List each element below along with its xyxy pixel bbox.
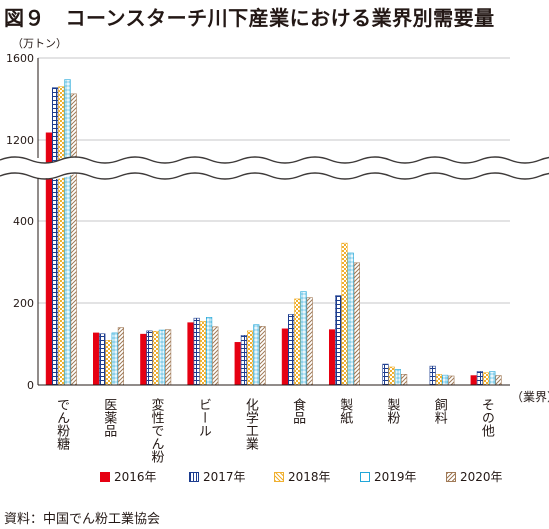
bar-2-0: [140, 333, 147, 386]
bar-3-4: [212, 326, 219, 386]
legend-label: 2019年: [374, 470, 417, 484]
bar-5-2: [294, 298, 301, 386]
x-category-label: 飼料: [432, 398, 448, 424]
bar-4-3: [253, 324, 260, 386]
legend-item: 2020年: [446, 468, 503, 485]
legend-label: 2016年: [114, 470, 157, 484]
bar-3-1: [193, 317, 200, 386]
legend-swatch: [274, 471, 284, 482]
y-axis-label: （万トン）: [12, 37, 67, 50]
bar-8-2: [435, 374, 443, 386]
bar-2-3: [158, 329, 166, 386]
legend-label: 2020年: [460, 470, 503, 484]
bar-9-4: [495, 375, 502, 386]
legend-item: 2017年: [189, 468, 246, 485]
legend-item: 2016年: [100, 468, 157, 485]
bars: [45, 79, 502, 386]
legend-swatch: [446, 471, 456, 482]
y-tick-label: 200: [13, 297, 34, 310]
axes: [37, 58, 510, 386]
bar-2-2: [152, 330, 159, 386]
labels: 0 200 400 1200 1600 でん粉糖 医薬品 変性でん粉 ビール 化学工業 食品 製紙 製粉…: [6, 37, 549, 463]
bar-5-3: [300, 291, 307, 386]
x-category-label: 製紙: [337, 398, 353, 425]
legend-label: 2018年: [288, 470, 331, 484]
bar-1-2: [105, 340, 112, 386]
figure-title: 図９ コーンスターチ川下産業における業界別需要量: [4, 6, 495, 30]
bar-6-1: [335, 295, 342, 386]
bar-1-3: [111, 332, 118, 386]
bar-0-3: [64, 79, 71, 386]
bar-9-3: [489, 371, 496, 386]
bar-6-2: [341, 242, 348, 386]
bar-5-1: [287, 314, 295, 386]
axis-break-wave-top: [0, 156, 549, 164]
bar-1-0: [93, 332, 100, 386]
bar-6-0: [328, 329, 336, 386]
bar-2-1: [146, 330, 153, 386]
bar-8-4: [448, 375, 455, 386]
bar-1-1: [99, 333, 106, 386]
bar-4-2: [247, 330, 254, 386]
legend-swatch: [100, 471, 110, 482]
bar-0-1: [51, 87, 59, 386]
y-tick-label: 0: [27, 379, 34, 392]
x-category-label: 食品: [290, 397, 306, 424]
axis-break: [0, 156, 549, 180]
y-tick-label: 1600: [6, 52, 34, 65]
bar-9-1: [476, 371, 484, 386]
bar-7-1: [382, 363, 389, 386]
source-note: 資料：中国でん粉工業協会: [4, 512, 161, 527]
x-category-label: 医薬品: [101, 398, 117, 437]
x-category-label: 製粉: [385, 398, 401, 424]
bar-8-3: [441, 374, 449, 386]
legend-label: 2017年: [203, 470, 246, 484]
bar-3-2: [199, 321, 207, 386]
x-category-label: その他: [479, 398, 495, 438]
x-category-label: でん粉糖: [54, 398, 70, 451]
bar-3-0: [187, 322, 194, 386]
y-tick-label: 400: [13, 215, 34, 228]
bar-8-1: [429, 365, 436, 386]
legend-swatch: [189, 471, 199, 482]
x-category-label: ビール: [196, 398, 211, 437]
x-category-label: 化学工業: [243, 398, 259, 450]
legend-item: 2019年: [360, 468, 417, 485]
legend-swatch: [360, 471, 370, 482]
y-tick-label: 1200: [6, 134, 34, 147]
bar-6-4: [353, 262, 361, 386]
gridlines: [38, 57, 510, 386]
bar-9-0: [470, 375, 477, 386]
bar-3-3: [206, 317, 213, 386]
bar-0-2: [58, 86, 65, 386]
legend: 2016年 2017年 2018年 2019年 2020年: [0, 468, 549, 488]
bar-9-2: [482, 372, 490, 386]
bar-1-4: [117, 327, 124, 386]
x-category-label: 変性でん粉: [149, 397, 165, 463]
x-axis-label: （業界）: [511, 390, 549, 404]
bar-2-4: [165, 329, 172, 386]
bar-4-4: [259, 326, 266, 386]
bar-6-3: [347, 252, 354, 386]
bar-4-1: [240, 335, 248, 386]
bar-4-0: [234, 342, 241, 386]
legend-item: 2018年: [274, 468, 331, 485]
axis-break-wave-bottom: [0, 172, 549, 180]
bar-0-4: [70, 93, 77, 386]
bar-5-0: [281, 328, 289, 386]
bar-5-4: [306, 297, 313, 386]
bar-7-2: [388, 366, 395, 386]
axis-break-band: [0, 157, 549, 179]
bar-7-3: [394, 369, 402, 386]
bar-7-4: [400, 374, 408, 386]
